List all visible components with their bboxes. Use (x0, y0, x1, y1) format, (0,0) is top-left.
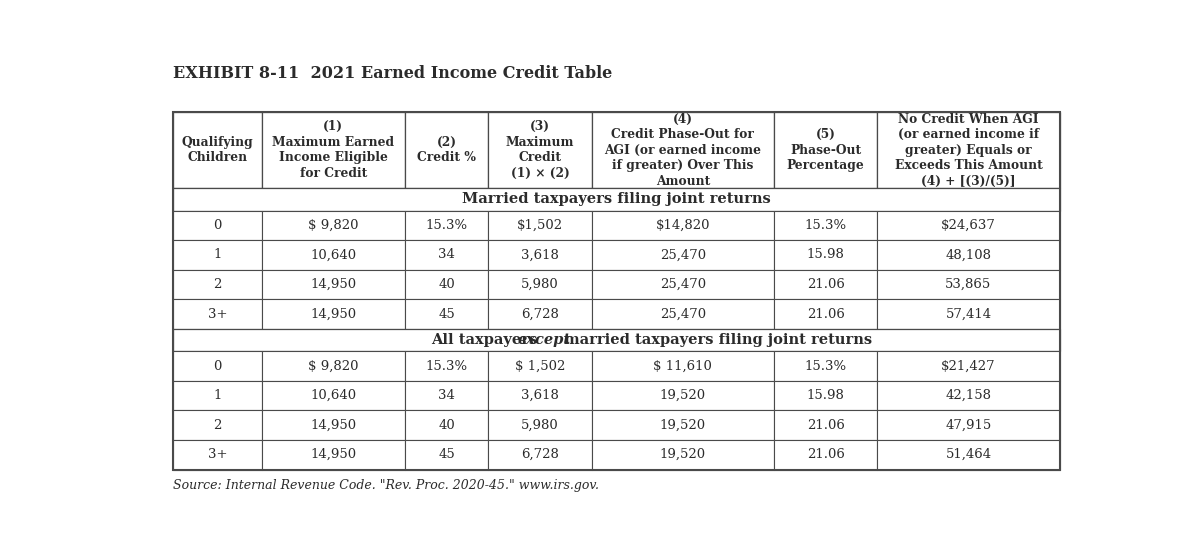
Text: 57,414: 57,414 (946, 307, 991, 320)
Bar (262, 299, 404, 329)
Bar (173, 299, 262, 329)
Text: 15.3%: 15.3% (426, 219, 468, 232)
Text: 19,520: 19,520 (660, 389, 706, 402)
Bar (173, 381, 262, 410)
Bar (774, 440, 877, 470)
Bar (877, 381, 1060, 410)
Bar (592, 352, 774, 381)
Bar (173, 211, 262, 240)
Text: 3+: 3+ (208, 448, 227, 461)
Bar (877, 269, 1060, 299)
Text: 40: 40 (438, 419, 455, 432)
Text: 0: 0 (214, 219, 222, 232)
Text: 3,618: 3,618 (521, 248, 559, 262)
Text: 14,950: 14,950 (311, 307, 356, 320)
Text: 10,640: 10,640 (311, 248, 356, 262)
Text: $21,427: $21,427 (941, 359, 996, 373)
Text: 14,950: 14,950 (311, 419, 356, 432)
Text: 15.3%: 15.3% (804, 359, 847, 373)
Text: (5)
Phase-Out
Percentage: (5) Phase-Out Percentage (787, 128, 864, 172)
Text: $14,820: $14,820 (655, 219, 710, 232)
Bar (173, 329, 1060, 352)
Text: married taxpayers filing joint returns: married taxpayers filing joint returns (559, 333, 872, 347)
Text: 2: 2 (214, 278, 222, 291)
Text: 1: 1 (214, 248, 222, 262)
Bar (173, 240, 262, 269)
Text: Married taxpayers filing joint returns: Married taxpayers filing joint returns (462, 192, 770, 206)
Text: 34: 34 (438, 248, 455, 262)
Bar (592, 112, 774, 188)
Text: Source: Internal Revenue Code. "Rev. Proc. 2020-45." www.irs.gov.: Source: Internal Revenue Code. "Rev. Pro… (173, 479, 599, 492)
Text: 25,470: 25,470 (660, 248, 706, 262)
Text: No Credit When AGI
(or earned income if
greater) Equals or
Exceeds This Amount
(: No Credit When AGI (or earned income if … (894, 113, 1043, 188)
Text: 6,728: 6,728 (521, 307, 559, 320)
Bar (877, 299, 1060, 329)
Bar (404, 440, 488, 470)
Text: 10,640: 10,640 (311, 389, 356, 402)
Text: 53,865: 53,865 (946, 278, 991, 291)
Text: except: except (517, 333, 571, 347)
Text: $ 9,820: $ 9,820 (308, 359, 359, 373)
Bar (173, 112, 1060, 470)
Bar (262, 410, 404, 440)
Bar (404, 211, 488, 240)
Bar (173, 440, 262, 470)
Text: 15.3%: 15.3% (804, 219, 847, 232)
Bar (877, 240, 1060, 269)
Text: $ 9,820: $ 9,820 (308, 219, 359, 232)
Text: Qualifying
Children: Qualifying Children (181, 136, 253, 164)
Bar (173, 352, 262, 381)
Bar (488, 299, 592, 329)
Text: 0: 0 (214, 359, 222, 373)
Bar (404, 381, 488, 410)
Text: 21.06: 21.06 (806, 278, 845, 291)
Text: 14,950: 14,950 (311, 278, 356, 291)
Text: 34: 34 (438, 389, 455, 402)
Bar (592, 299, 774, 329)
Bar (774, 112, 877, 188)
Text: 21.06: 21.06 (806, 419, 845, 432)
Bar (262, 352, 404, 381)
Text: 21.06: 21.06 (806, 448, 845, 461)
Bar (262, 381, 404, 410)
Bar (262, 112, 404, 188)
Bar (592, 240, 774, 269)
Bar (774, 352, 877, 381)
Text: 47,915: 47,915 (946, 419, 991, 432)
Bar (404, 410, 488, 440)
Bar (173, 112, 262, 188)
Text: 45: 45 (438, 307, 455, 320)
Text: 6,728: 6,728 (521, 448, 559, 461)
Bar (404, 352, 488, 381)
Bar (592, 269, 774, 299)
Bar (488, 352, 592, 381)
Bar (774, 240, 877, 269)
Text: 19,520: 19,520 (660, 448, 706, 461)
Bar (877, 410, 1060, 440)
Bar (774, 381, 877, 410)
Bar (592, 211, 774, 240)
Text: 1: 1 (214, 389, 222, 402)
Bar (592, 440, 774, 470)
Text: 15.98: 15.98 (806, 389, 845, 402)
Bar (262, 211, 404, 240)
Bar (488, 440, 592, 470)
Bar (488, 112, 592, 188)
Text: All taxpayers: All taxpayers (431, 333, 542, 347)
Bar (774, 269, 877, 299)
Bar (877, 352, 1060, 381)
Bar (488, 269, 592, 299)
Text: EXHIBIT 8-11  2021 Earned Income Credit Table: EXHIBIT 8-11 2021 Earned Income Credit T… (173, 65, 612, 82)
Text: 15.98: 15.98 (806, 248, 845, 262)
Text: $1,502: $1,502 (517, 219, 563, 232)
Bar (262, 269, 404, 299)
Text: 19,520: 19,520 (660, 419, 706, 432)
Text: $ 11,610: $ 11,610 (654, 359, 713, 373)
Text: 48,108: 48,108 (946, 248, 991, 262)
Text: 5,980: 5,980 (521, 419, 559, 432)
Text: 25,470: 25,470 (660, 278, 706, 291)
Bar (404, 299, 488, 329)
Bar (592, 410, 774, 440)
Text: $ 1,502: $ 1,502 (515, 359, 565, 373)
Bar (404, 112, 488, 188)
